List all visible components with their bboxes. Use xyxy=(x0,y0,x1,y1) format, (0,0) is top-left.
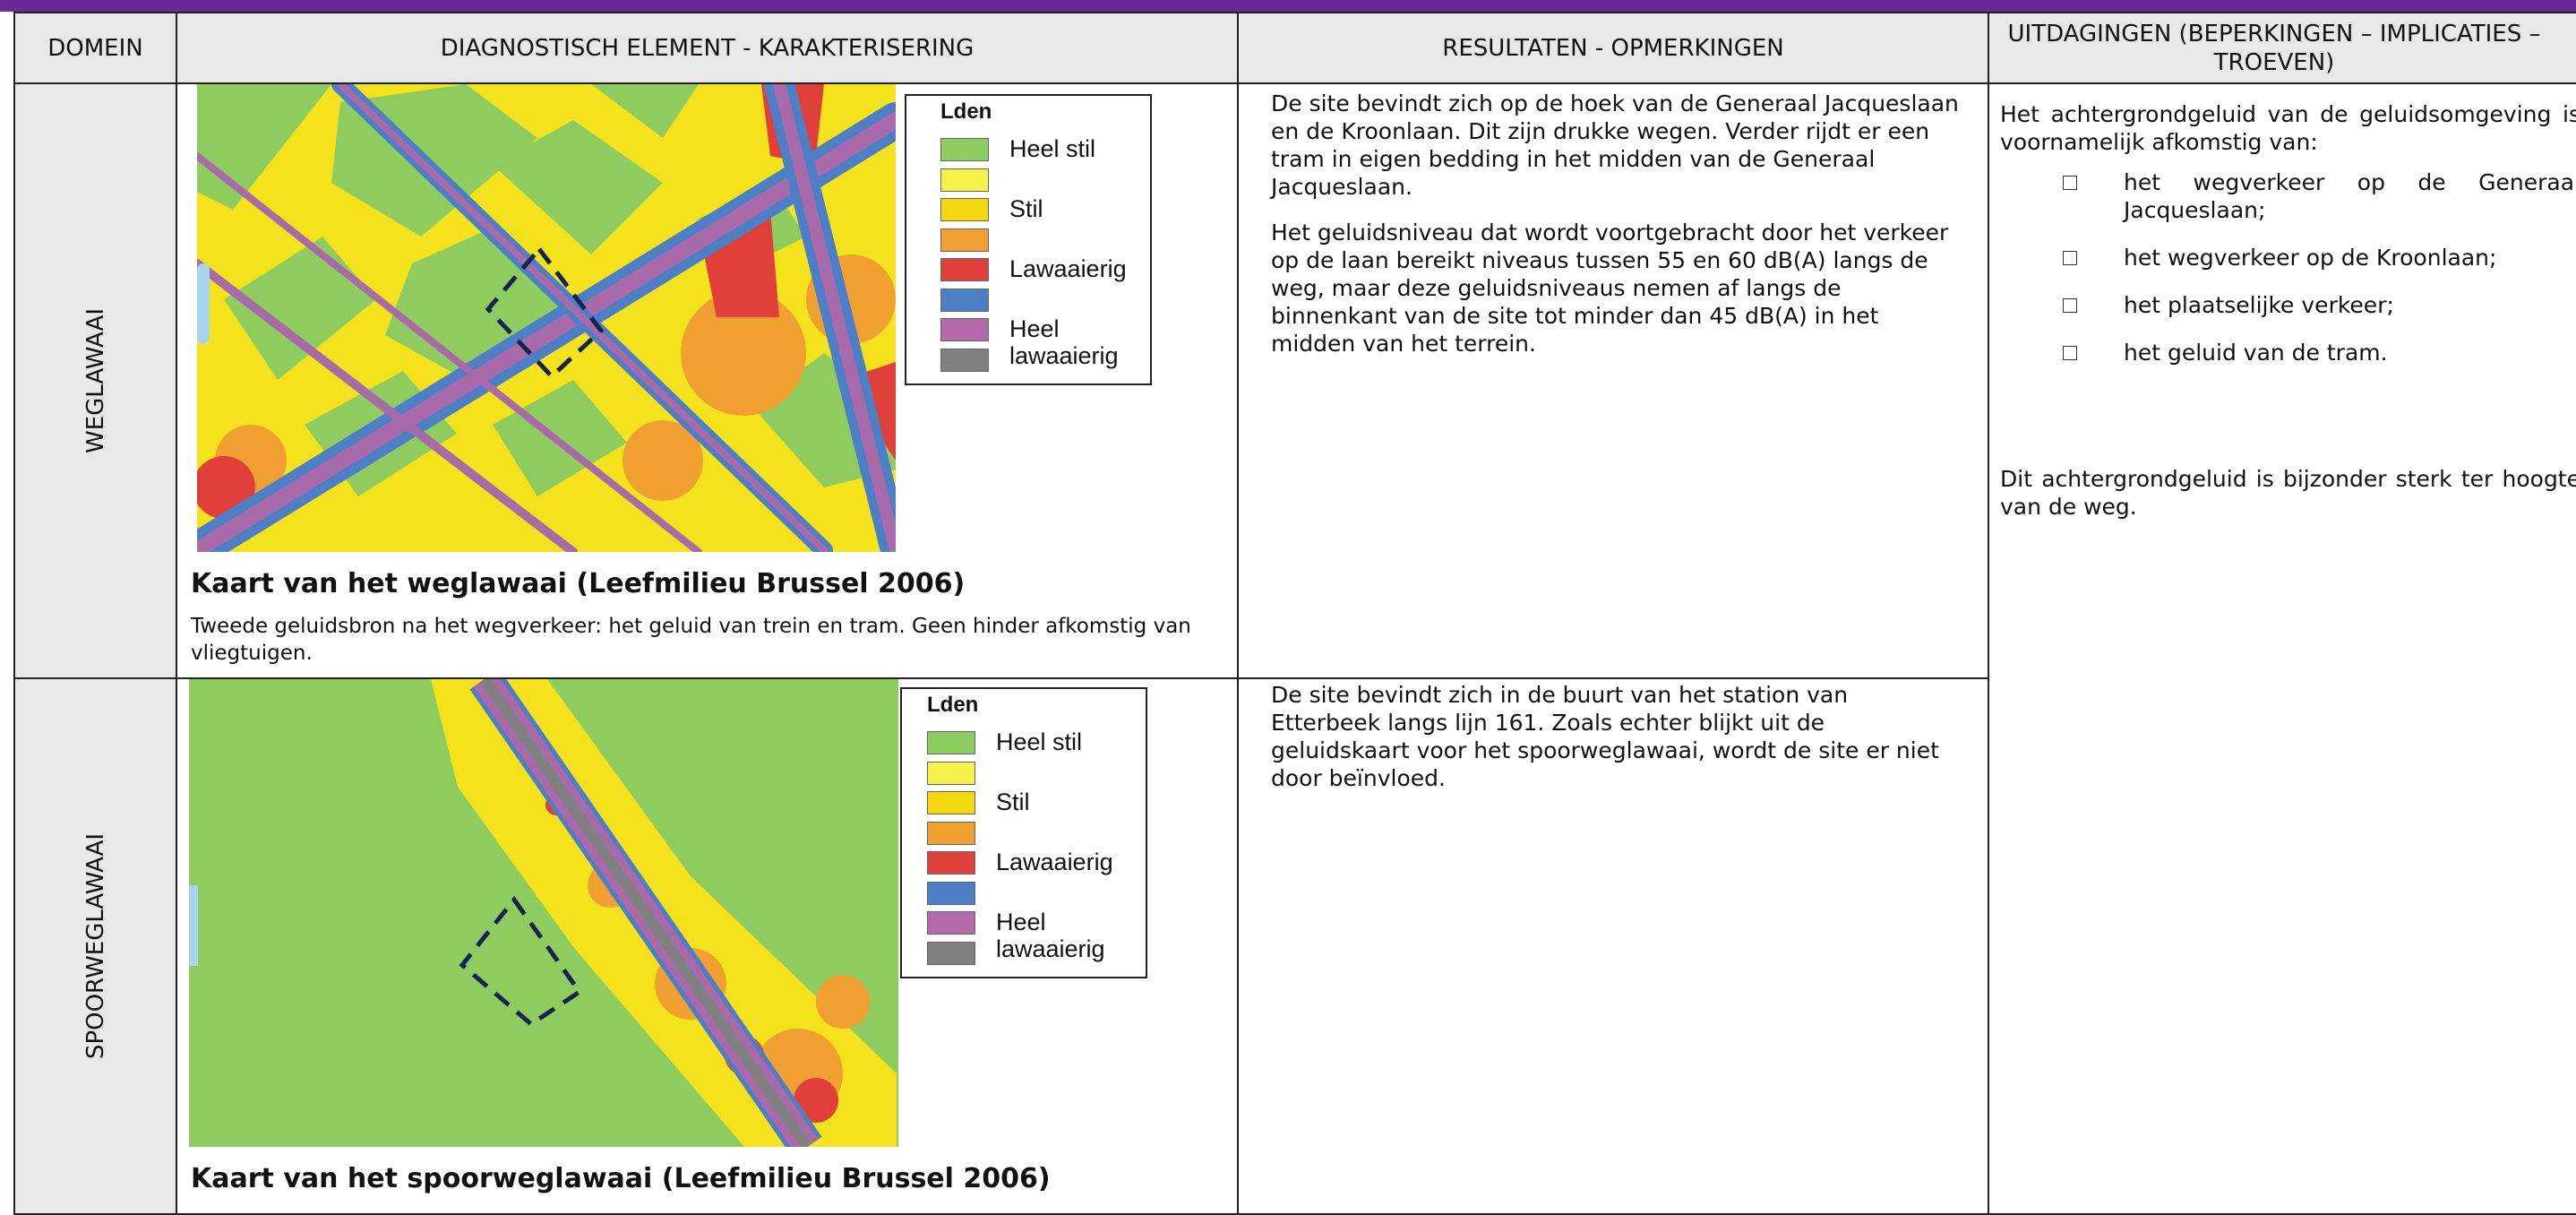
diagnostic-cell: Lden Heel stil Stil Lawaaierig Heel lawa… xyxy=(176,677,1239,1215)
legend-label: Heel lawaaierig xyxy=(996,909,1105,962)
bullet-item: het wegverkeer op de Kroonlaan; xyxy=(2063,244,2576,271)
bullet-text: het wegverkeer op de Kroonlaan; xyxy=(2124,245,2497,271)
header-cell: DOMEIN xyxy=(13,12,177,84)
challenges-text: Het achtergrondgeluid van de geluidsomge… xyxy=(2000,100,2576,539)
legend-swatch xyxy=(927,942,975,965)
paragraph: De site bevindt zich in de buurt van het… xyxy=(1271,682,1939,791)
domain-label: SPOORWEGLAWAAI xyxy=(82,832,109,1060)
results-cell: De site bevindt zich op de hoek van de G… xyxy=(1237,82,1989,679)
legend-label: Stil xyxy=(996,788,1030,815)
map-note: Tweede geluidsbron na het wegverkeer: he… xyxy=(191,615,1191,665)
map-caption: Kaart van het spoorweglawaai (Leefmilieu… xyxy=(191,1163,1051,1194)
domain-cell: SPOORWEGLAWAAI xyxy=(13,677,177,1215)
legend-swatch xyxy=(940,258,989,281)
bullet-box xyxy=(2063,176,2077,190)
header-text: DIAGNOSTISCH ELEMENT - KARAKTERISERING xyxy=(440,34,975,62)
diagnostic-cell: Lden Heel stil Stil Lawaaierig Heel lawa… xyxy=(176,82,1239,679)
legend-swatch xyxy=(940,349,989,372)
map-caption: Kaart van het weglawaai (Leefmilieu Brus… xyxy=(191,568,966,599)
legend-swatch xyxy=(940,228,989,252)
legend-label: Stil xyxy=(1009,195,1043,222)
paragraph: Het achtergrondgeluid van de geluidsomge… xyxy=(2000,101,2576,155)
legend-swatch xyxy=(927,882,975,905)
legend-swatch xyxy=(940,289,989,312)
legend-label: Lawaaierig xyxy=(1009,255,1127,282)
legend-label: Heel stil xyxy=(996,728,1083,755)
results-text: De site bevindt zich in de buurt van het… xyxy=(1271,681,1952,810)
legend-swatch xyxy=(927,762,975,785)
bullet-text: het geluid van de tram. xyxy=(2124,340,2388,366)
results-text: De site bevindt zich op de hoek van de G… xyxy=(1271,90,1970,375)
bullet-box xyxy=(2063,251,2077,265)
bullet-text: het plaatselijke verkeer; xyxy=(2124,292,2394,318)
legend-swatch xyxy=(927,822,975,845)
legend-swatch xyxy=(940,198,989,221)
bullet-text: het wegverkeer op de Generaal Jacqueslaa… xyxy=(2124,169,2576,223)
legend-swatch xyxy=(927,851,975,875)
results-cell: De site bevindt zich in de buurt van het… xyxy=(1237,677,1989,1215)
domain-label: WEGLAWAAI xyxy=(82,308,109,453)
bullet-item: het wegverkeer op de Generaal Jacqueslaa… xyxy=(2063,168,2576,224)
legend-swatch xyxy=(940,168,989,192)
paragraph: Dit achtergrondgeluid is bijzonder sterk… xyxy=(2000,466,2576,520)
bullet-item: het geluid van de tram. xyxy=(2063,339,2576,366)
legend-swatch xyxy=(940,138,989,161)
paragraph: Het geluidsniveau dat wordt voortgebrach… xyxy=(1271,220,1949,357)
legend-swatch xyxy=(940,318,989,341)
bullet-box xyxy=(2063,298,2077,313)
legend-label: Lawaaierig xyxy=(996,849,1113,875)
header-cell: RESULTATEN - OPMERKINGEN xyxy=(1237,12,1989,84)
noise-map xyxy=(197,84,896,552)
bullet-item: het plaatselijke verkeer; xyxy=(2063,291,2576,319)
legend-title: Lden xyxy=(927,693,979,717)
header-text: DOMEIN xyxy=(47,34,143,62)
paragraph: De site bevindt zich op de hoek van de G… xyxy=(1271,90,1959,200)
legend-title: Lden xyxy=(940,99,992,124)
noise-map xyxy=(189,679,898,1147)
top-bar xyxy=(0,0,2576,12)
map-legend: Lden Heel stil Stil Lawaaierig Heel lawa… xyxy=(905,94,1152,385)
bullet-box xyxy=(2063,346,2077,360)
legend-label: Heel stil xyxy=(1009,135,1096,162)
header-cell: DIAGNOSTISCH ELEMENT - KARAKTERISERING xyxy=(176,12,1239,84)
legend-swatch xyxy=(927,911,975,935)
legend-label: Heel lawaaierig xyxy=(1009,315,1119,369)
challenges-cell: Het achtergrondgeluid van de geluidsomge… xyxy=(1988,82,2576,1215)
domain-cell: WEGLAWAAI xyxy=(13,82,177,679)
legend-swatch xyxy=(927,731,975,754)
map-legend: Lden Heel stil Stil Lawaaierig Heel lawa… xyxy=(900,687,1147,978)
header-text: RESULTATEN - OPMERKINGEN xyxy=(1442,34,1784,62)
header-text: UITDAGINGEN (BEPERKINGEN – IMPLICATIES –… xyxy=(2007,20,2541,76)
legend-swatch xyxy=(927,791,975,814)
header-cell: UITDAGINGEN (BEPERKINGEN – IMPLICATIES –… xyxy=(1988,12,2576,84)
